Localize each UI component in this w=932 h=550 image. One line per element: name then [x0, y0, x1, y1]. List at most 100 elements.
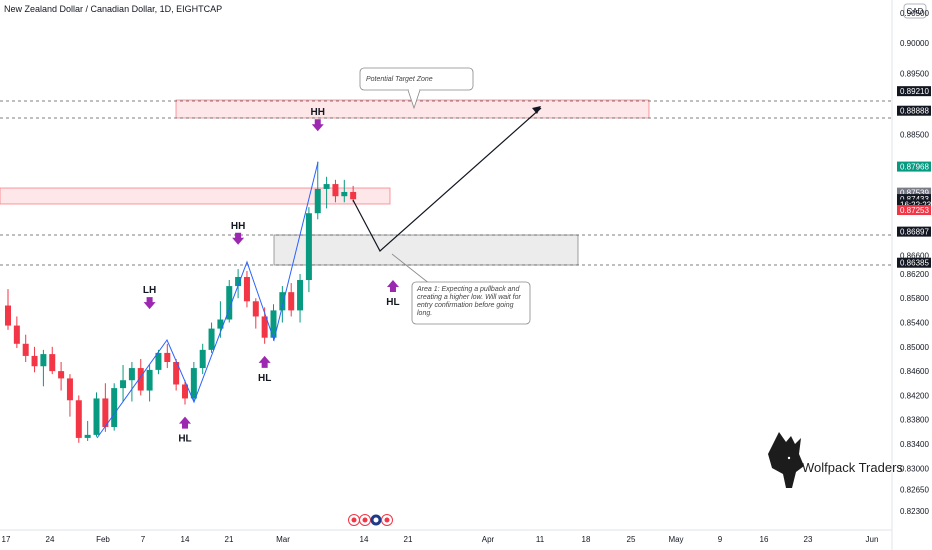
candle-body	[22, 343, 29, 356]
structure-label-text: HL	[386, 297, 399, 308]
candle[interactable]	[66, 374, 73, 417]
target-zone-callout[interactable]: Potential Target Zone	[359, 67, 474, 110]
candle[interactable]	[182, 380, 188, 405]
structure-label-hl[interactable]: HL	[386, 280, 400, 308]
candle[interactable]	[5, 289, 11, 330]
x-tick-label: 16	[760, 535, 769, 544]
y-tick-label: 0.86600	[900, 252, 929, 261]
price-tag-label: 0.87253	[900, 206, 929, 215]
candle[interactable]	[22, 334, 29, 363]
candle[interactable]	[350, 185, 357, 203]
candle-body	[5, 305, 11, 326]
x-tick-label: 11	[536, 535, 545, 544]
candle[interactable]	[111, 383, 118, 431]
candle-body	[66, 378, 73, 401]
candle-body	[137, 368, 144, 391]
candle[interactable]	[84, 420, 91, 441]
price-tag: 0.87539	[897, 187, 931, 198]
currency-label: CAD	[907, 7, 924, 16]
projection-arrow[interactable]	[352, 107, 542, 252]
candle[interactable]	[208, 322, 215, 353]
candle[interactable]	[226, 280, 233, 323]
candle[interactable]	[49, 346, 56, 375]
price-tag-bg	[897, 226, 931, 237]
candle-body	[84, 434, 91, 438]
candle[interactable]	[332, 179, 339, 203]
candle[interactable]	[314, 161, 321, 220]
structure-label-text: HH	[231, 221, 245, 232]
event-flag-icon	[362, 517, 368, 523]
candle-body	[199, 349, 206, 369]
candle[interactable]	[235, 269, 242, 299]
candle-body	[288, 292, 295, 311]
candle[interactable]	[164, 343, 171, 369]
y-tick-label: 0.85400	[900, 319, 929, 328]
structure-label-hl[interactable]: HL	[258, 355, 271, 384]
candle[interactable]	[297, 273, 304, 323]
candle-body	[13, 325, 20, 344]
candle[interactable]	[31, 346, 38, 373]
y-tick-label: 0.89500	[900, 70, 929, 79]
candle-body	[146, 369, 153, 391]
candle[interactable]	[341, 179, 348, 203]
structure-label-hl[interactable]: HL	[178, 416, 192, 445]
candle[interactable]	[323, 176, 330, 209]
candle-body	[270, 310, 277, 338]
candle[interactable]	[102, 383, 109, 432]
x-tick-label: 9	[718, 535, 723, 544]
candle-body	[49, 354, 56, 372]
candle[interactable]	[199, 343, 206, 375]
area-1-callout-text: Area 1: Expecting a pullback and creatin…	[416, 286, 523, 317]
resistance-zone[interactable]	[0, 187, 391, 205]
drawings-layer	[96, 106, 542, 439]
candle[interactable]	[173, 358, 180, 391]
candle[interactable]	[146, 365, 153, 402]
y-axis[interactable]: 0.90500 0.90000 0.89500 0.88500 0.86600 0.862…	[900, 9, 929, 516]
candle[interactable]	[93, 392, 100, 437]
price-tag: 0.89210	[897, 86, 931, 97]
x-axis[interactable]: 17 24 Feb 7 14 21 Mar 14 21 Apr 11 18 25 May 9 16 23 Jun	[2, 535, 879, 544]
area-1-callout[interactable]: Area 1: Expecting a pullback and creatin…	[391, 253, 531, 325]
x-tick-label: 7	[141, 535, 146, 544]
y-tick-label: 0.82300	[900, 507, 929, 516]
x-tick-label: 17	[2, 535, 11, 544]
candle[interactable]	[13, 316, 20, 349]
candle-body	[235, 276, 242, 287]
price-tag-bg	[897, 205, 931, 216]
structure-line[interactable]	[96, 161, 319, 439]
event-flag-icon	[351, 517, 357, 523]
area-1-zone[interactable]	[273, 234, 579, 266]
y-tick-label: 0.86200	[900, 270, 929, 279]
price-tag-label: 0.87539	[900, 189, 929, 198]
candle[interactable]	[190, 362, 197, 402]
candle[interactable]	[40, 349, 47, 387]
candle[interactable]	[243, 270, 250, 308]
candle[interactable]	[155, 349, 162, 375]
candle[interactable]	[75, 395, 82, 443]
price-tag-bg	[897, 86, 931, 97]
candle[interactable]	[58, 362, 65, 391]
y-tick-label: 0.83000	[900, 464, 929, 473]
event-flag-icon	[384, 517, 390, 523]
currency-badge[interactable]: CAD	[903, 3, 927, 19]
candle[interactable]	[270, 304, 277, 341]
price-tag-bg	[897, 257, 931, 268]
candle[interactable]	[128, 362, 135, 402]
arrow-up-icon	[258, 355, 271, 368]
x-tick-label: 14	[181, 535, 190, 544]
economic-events[interactable]	[348, 514, 393, 526]
structure-label-hh[interactable]: HH	[231, 221, 245, 245]
candle-body	[305, 213, 312, 281]
structure-label-hh[interactable]: HH	[311, 107, 325, 132]
wolfpack-logo: Wolfpack Traders	[768, 432, 903, 488]
candle[interactable]	[120, 365, 127, 402]
candle-body	[120, 380, 127, 389]
x-tick-label: May	[668, 535, 683, 544]
candle[interactable]	[252, 298, 259, 329]
candle[interactable]	[305, 207, 312, 293]
structure-label-lh[interactable]: LH	[143, 285, 156, 310]
structure-labels-layer: LH HL HH HL HH HL	[143, 107, 400, 444]
arrowhead-icon	[532, 106, 541, 114]
candle[interactable]	[288, 283, 295, 317]
